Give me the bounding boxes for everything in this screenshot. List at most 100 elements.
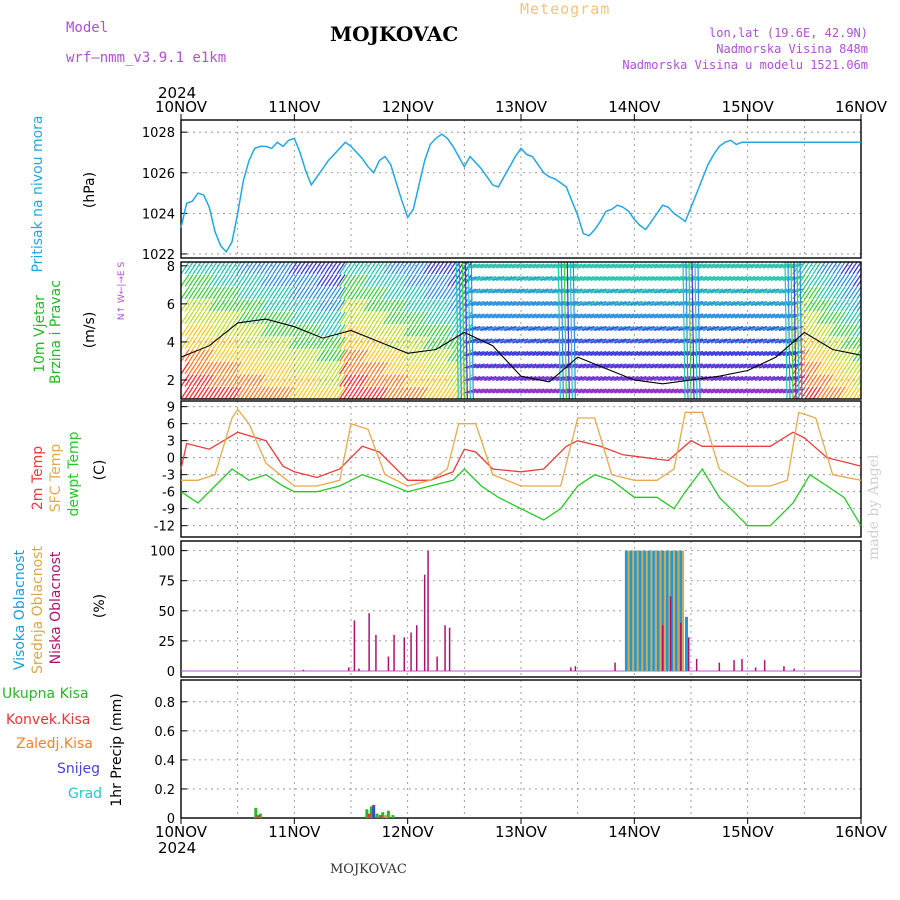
wind-barb bbox=[698, 388, 712, 394]
wind-barb bbox=[280, 274, 290, 287]
mid-cloud-bar bbox=[677, 550, 680, 671]
wind-barb bbox=[848, 349, 858, 362]
wind-barb bbox=[328, 361, 338, 375]
wind-barb bbox=[320, 336, 330, 350]
wind-barb bbox=[427, 374, 437, 387]
wind-barb bbox=[312, 286, 322, 300]
wind-barb bbox=[264, 361, 274, 375]
wind-barb bbox=[228, 262, 238, 275]
wind-barb bbox=[443, 311, 453, 325]
wind-barb bbox=[670, 313, 683, 319]
wind-barb bbox=[343, 274, 353, 287]
wind-barb bbox=[339, 374, 349, 387]
wind-barb bbox=[280, 386, 290, 399]
wind-barb bbox=[856, 316, 861, 325]
wind-barb bbox=[512, 350, 525, 357]
wind-barb bbox=[492, 275, 505, 282]
wind-barb bbox=[734, 288, 748, 294]
wind-barb bbox=[836, 386, 846, 399]
wind-barb bbox=[770, 375, 784, 382]
wind-barb bbox=[399, 286, 409, 300]
wind-barb bbox=[427, 299, 437, 312]
wind-barb bbox=[268, 374, 278, 387]
wind-barb bbox=[220, 361, 230, 375]
wind-barb bbox=[544, 325, 557, 332]
wind-barb bbox=[574, 263, 587, 269]
wind-barb bbox=[276, 324, 286, 337]
wind-barb bbox=[387, 336, 397, 350]
wind-barb bbox=[540, 338, 553, 344]
wind-barb bbox=[320, 361, 330, 375]
wind-barb bbox=[351, 349, 361, 362]
wind-barb bbox=[666, 388, 679, 394]
wind-barb bbox=[439, 361, 449, 375]
wind-barb bbox=[308, 386, 318, 399]
wind-barb bbox=[224, 349, 234, 362]
wind-barb bbox=[726, 350, 740, 357]
wind-barb bbox=[750, 350, 764, 357]
wind-barb bbox=[646, 363, 659, 369]
wind-barb bbox=[407, 386, 417, 399]
wind-barb bbox=[403, 361, 413, 375]
wind-barb bbox=[216, 386, 226, 399]
wind-barb bbox=[407, 311, 417, 325]
wind-barb bbox=[536, 275, 549, 282]
wind-barb bbox=[634, 300, 647, 307]
wind-barb bbox=[411, 324, 421, 337]
wind-barb bbox=[236, 374, 246, 387]
wind-barb bbox=[484, 375, 497, 382]
wind-barb bbox=[590, 325, 603, 332]
y-tick-label: 0.8 bbox=[154, 696, 175, 711]
wind-barb bbox=[726, 325, 740, 332]
wind-barb bbox=[427, 311, 437, 325]
wind-barb bbox=[336, 274, 346, 287]
wind-barb bbox=[840, 386, 850, 399]
wind-barb bbox=[439, 349, 449, 362]
high-cloud-bar bbox=[633, 550, 637, 671]
wind-barb bbox=[375, 374, 385, 387]
wind-barb bbox=[339, 274, 349, 287]
wind-barb bbox=[200, 361, 210, 375]
wind-barb bbox=[750, 288, 764, 294]
wind-barb bbox=[654, 313, 667, 319]
wind-barb bbox=[427, 274, 437, 287]
wind-barb bbox=[642, 263, 655, 269]
wind-barb bbox=[443, 299, 453, 312]
x-tick-label-bottom: 11NOV bbox=[268, 823, 321, 841]
wind-barb bbox=[347, 299, 357, 312]
wind-barb bbox=[578, 288, 591, 294]
wind-barb bbox=[606, 313, 619, 319]
wind-barb bbox=[532, 313, 545, 319]
wind-barb bbox=[208, 324, 218, 337]
wind-barb bbox=[516, 350, 529, 357]
wind-barb bbox=[642, 338, 655, 344]
wind-barb bbox=[832, 374, 842, 387]
wind-barb bbox=[694, 313, 708, 319]
wind-barb bbox=[228, 374, 238, 387]
wind-barb bbox=[578, 325, 591, 332]
wind-barb bbox=[504, 313, 517, 319]
wind-barb bbox=[216, 336, 226, 350]
wind-barb bbox=[403, 349, 413, 362]
wind-barb bbox=[820, 386, 830, 399]
wind-barb bbox=[280, 361, 290, 375]
wind-barb bbox=[654, 300, 667, 307]
wind-barb bbox=[852, 274, 861, 287]
wind-barb bbox=[415, 336, 425, 350]
wind-barb bbox=[476, 375, 489, 382]
wind-barb bbox=[578, 363, 591, 369]
low-cloud-bar bbox=[415, 625, 418, 671]
wind-barb bbox=[586, 263, 599, 269]
wind-barb bbox=[427, 336, 437, 350]
wind-barb bbox=[200, 324, 210, 337]
wind-barb bbox=[618, 300, 631, 307]
wind-barb bbox=[812, 349, 822, 362]
wind-barb bbox=[371, 361, 381, 375]
wind-barb bbox=[516, 325, 529, 332]
wind-barb bbox=[844, 386, 854, 399]
wind-barb bbox=[488, 363, 501, 369]
wind-barb bbox=[419, 324, 429, 337]
wind-barb bbox=[463, 299, 473, 312]
wind-barb bbox=[359, 262, 369, 275]
wind-barb bbox=[484, 350, 497, 357]
